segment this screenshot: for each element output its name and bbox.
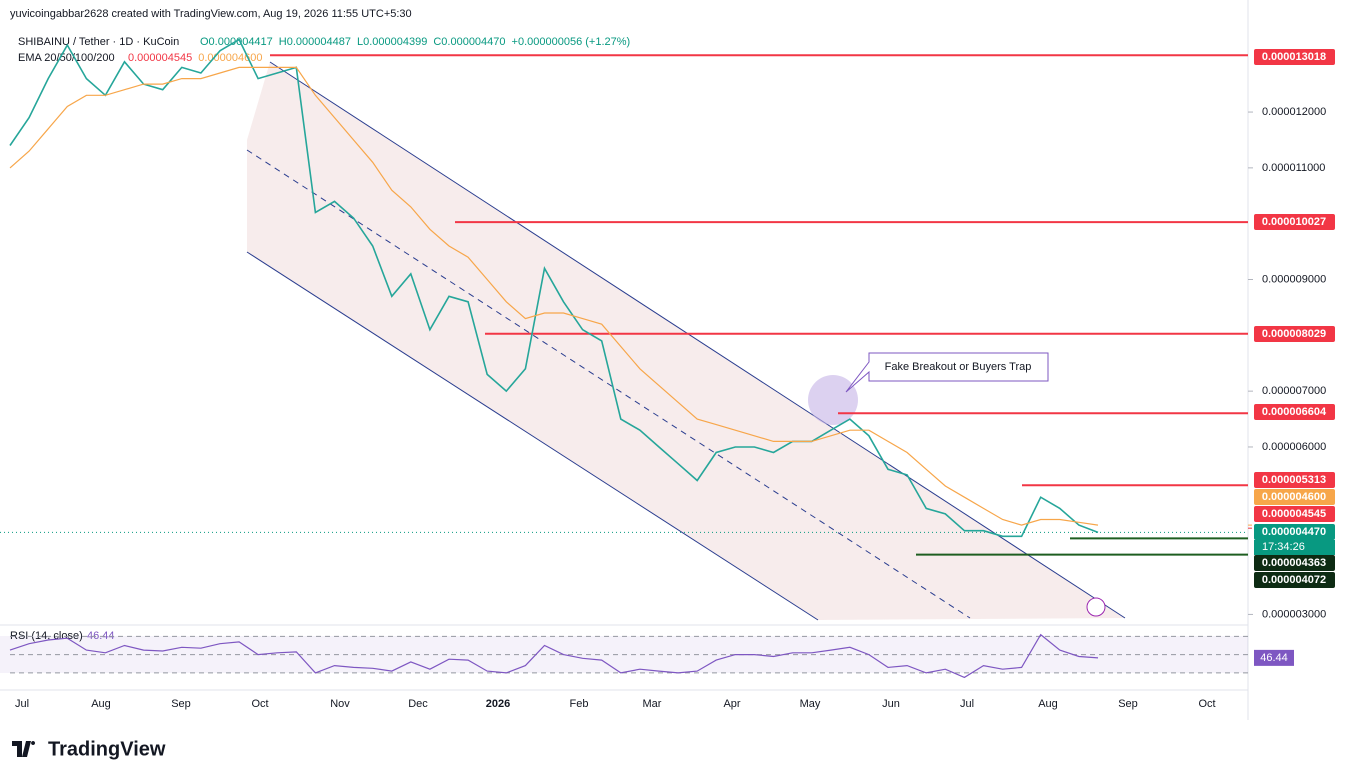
x-tick-label: Mar [643,698,662,710]
annotation-box [845,352,1049,393]
x-tick-label: May [800,698,821,710]
level-label: 0.000004072 [1262,574,1326,586]
level-label: 0.000013018 [1262,51,1326,63]
price-label: 0.000004600 [1262,491,1326,503]
channel-mid [246,149,971,619]
symbol: SHIBAINU / Tether · 1D · KuCoin [18,36,179,48]
price-label-box [1254,506,1335,522]
price-label-box [1254,489,1335,505]
x-tick-label: Dec [408,698,428,710]
channel-fill [247,62,1125,620]
price-label: 0.000004545 [1262,508,1326,520]
ohlc-value: C0.000004470 [433,36,505,48]
rsi-line [9,633,1099,679]
level-label-box [1254,404,1335,420]
y-tick-label: 0.000009000 [1262,273,1326,285]
level-label-box [1254,472,1335,488]
y-tick-label: 0.000007000 [1262,385,1326,397]
level-label: 0.000010027 [1262,216,1326,228]
x-tick-label: Nov [330,698,350,710]
price-label: 0.000004470 [1262,526,1326,538]
x-tick-label: Feb [570,698,589,710]
annotation: Fake Breakout or Buyers Trap [885,361,1032,373]
ohlc-value: H0.000004487 [279,36,351,48]
ohlc-value: L0.000004399 [357,36,427,48]
rsi-label: 46.44 [1260,652,1288,664]
y-tick-label: 0.000006000 [1262,441,1326,453]
countdown-box [1254,540,1335,555]
x-tick-label: Jul [960,698,974,710]
channel-lower [246,251,819,621]
author: yuvicoingabbar2628 created with TradingV… [10,8,412,20]
indicator-value: 0.000004545 [128,52,192,64]
level-label: 0.000005313 [1262,474,1326,486]
ema-line [9,66,1099,526]
indicator: EMA 20/50/100/200 [18,52,115,64]
logo: TradingView [12,738,166,760]
x-tick-label: Aug [91,698,111,710]
indicator-value: 0.000004600 [198,52,262,64]
level-label: 0.000006604 [1262,406,1327,418]
logo-mark [12,741,36,757]
level-label-box [1254,49,1335,65]
channel-upper [269,61,1126,619]
countdown: 17:34:26 [1262,541,1305,553]
x-tick-label: Jun [882,698,900,710]
level-label-box [1254,555,1335,571]
highlight-circle [808,375,858,425]
x-tick-label: Sep [171,698,191,710]
price-label-box [1254,524,1335,540]
x-tick-label: Apr [723,698,740,710]
rsi-label-box [1254,649,1294,666]
x-tick-label: Aug [1038,698,1058,710]
x-tick-label: Oct [251,698,268,710]
price-line [9,38,1099,538]
level-label: 0.000004363 [1262,557,1326,569]
brand: TradingView [48,738,166,760]
level-label-box [1254,214,1335,230]
y-tick-label: 0.000012000 [1262,106,1326,118]
level-label: 0.000008029 [1262,328,1326,340]
x-tick-label: Jul [15,698,29,710]
x-tick-label: 2026 [486,698,510,710]
y-tick-label: 0.000003000 [1262,608,1326,620]
x-tick-label: Sep [1118,698,1138,710]
level-label-box [1254,326,1335,342]
ohlc-value: +0.000000056 (+1.27%) [512,36,631,48]
y-tick-label: 0.000011000 [1262,162,1325,174]
alert-icon [1086,597,1106,617]
x-tick-label: Oct [1198,698,1215,710]
level-label-box [1254,572,1335,588]
